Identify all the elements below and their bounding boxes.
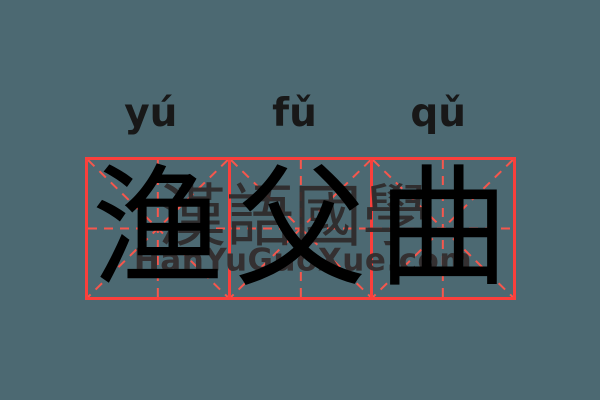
mizige-guides-icon [88,160,228,297]
pinyin-label-2: fǔ [272,91,317,136]
pinyin-label-3: qǔ [410,91,467,136]
mizige-cell-2: 父 [227,151,371,306]
hanzi-character-3: 曲 [377,151,510,306]
pinyin-row: yú fǔ qǔ [79,94,510,133]
pinyin-label-1: yú [124,91,178,136]
mizige-cell-1: 渔 [88,160,228,297]
hanzi-character-1: 渔 [91,151,224,306]
mizige-grid: 渔 父 曲 漢語國學 HanYuGuoXue.com [85,157,516,300]
mizige-guides-icon [373,160,514,297]
mizige-cell-3: 曲 [370,151,514,306]
hanzi-character-2: 父 [234,151,367,306]
mizige-guides-icon [230,160,371,297]
